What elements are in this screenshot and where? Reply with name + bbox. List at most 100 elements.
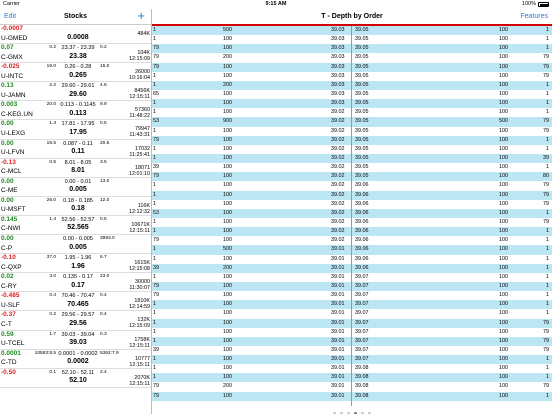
bid-count: 1: [153, 337, 156, 344]
stock-last-price: 52.10: [69, 377, 87, 385]
page-dot[interactable]: [333, 412, 336, 414]
stock-row[interactable]: 0.00 U-MSFT 26.0 0.18 - 0.185 12.0 0.18 116K 12…: [0, 197, 151, 216]
page-dot[interactable]: [368, 412, 371, 414]
depth-row: 1 100 39.01 39.06 100 1: [152, 255, 552, 264]
stock-last-price: 17.95: [69, 128, 87, 136]
stock-row[interactable]: 0.00 C-ME 0.00 - 0.01 13.0 0.005: [0, 178, 151, 197]
stock-row[interactable]: 0.0001 C-TD 10593:8.5 0.0001 - 0.0002 5362:7…: [0, 350, 151, 369]
page-dot[interactable]: [347, 412, 350, 414]
stock-time: 12:15:11: [129, 361, 150, 368]
bid-price: 39.02: [331, 209, 345, 216]
stock-bid-ask: 39.03 - 39.04: [61, 331, 95, 338]
stock-row[interactable]: 0.07 C-GMX 0.2 23.37 - 23.39 0.2 23.38 104K 12:…: [0, 44, 151, 64]
stock-ask-size: 6.7: [100, 255, 107, 261]
bid-price: 39.02: [331, 182, 345, 189]
ask-count: 1: [546, 365, 549, 372]
features-button[interactable]: Features: [520, 13, 548, 20]
bid-count: 1: [153, 182, 156, 189]
ask-qty: 100: [499, 328, 508, 335]
bid-qty: 100: [223, 136, 232, 143]
ask-count: 39: [543, 154, 549, 161]
depth-row: 1 100 39.03 39.05 100 79: [152, 72, 552, 81]
bid-price: 39.03: [331, 54, 345, 61]
bid-qty: 500: [223, 246, 232, 253]
bid-qty: 200: [223, 54, 232, 61]
stock-row[interactable]: 0.00 U-LEXG 1.3 17.81 - 17.95 0.5 17.95 79947 1…: [0, 120, 151, 140]
depth-row: 1 100 39.02 39.05 100 1: [152, 145, 552, 154]
stock-row[interactable]: -0.10 C-QXP 37.0 1.95 - 1.96 6.7 1.96 1615K 12:…: [0, 254, 151, 274]
stock-row[interactable]: -0.37 C-T 0.2 29.56 - 29.57 0.4 29.56 132K 12:1…: [0, 311, 151, 331]
bid-count: 1: [153, 374, 156, 381]
ask-count: 1: [546, 301, 549, 308]
stock-list[interactable]: -0.0007 U-GMED 0.0008 484K 0.07 C-GMX 0.2 23.37…: [0, 25, 151, 388]
ask-price: 39.05: [355, 63, 369, 70]
stock-row[interactable]: 0.02 C-RY 3.0 0.135 - 0.17 23.0 0.17 30000 11:3…: [0, 273, 151, 293]
ask-count: 1: [546, 273, 549, 280]
ask-count: 79: [543, 319, 549, 326]
bid-price: 39.01: [331, 365, 345, 372]
stock-row[interactable]: 0.145 C-NWI 1.4 52.56 - 52.57 0.5 52.565 10671…: [0, 216, 151, 236]
ask-price: 39.05: [355, 81, 369, 88]
bid-price: 39.01: [331, 356, 345, 363]
bid-price: 39.02: [331, 127, 345, 134]
bid-price: 39.03: [331, 27, 345, 33]
stock-row[interactable]: -0.50 0.1 52.10 - 52.11 2.4 52.10 2070K 12:15:…: [0, 369, 151, 388]
stock-change: 0.07: [1, 44, 14, 52]
ask-count: 1: [546, 81, 549, 88]
stock-row[interactable]: -0.0007 U-GMED 0.0008 484K: [0, 25, 151, 45]
stock-bid-ask: 0.113 - 0.1145: [60, 102, 96, 109]
stock-last-price: 0.0008: [67, 33, 89, 41]
bid-qty: 100: [223, 72, 232, 79]
bid-qty: 100: [223, 63, 232, 70]
stock-volume: 484K: [137, 31, 150, 37]
bid-count: 65: [153, 90, 159, 97]
stock-ask-size: 2.4: [100, 369, 107, 375]
bid-price: 39.02: [331, 191, 345, 198]
stock-row[interactable]: -0.485 U-SLF 0.4 70.46 - 70.47 0.4 70.465 1810…: [0, 292, 151, 312]
bid-count: 79: [153, 45, 159, 52]
stock-symbol: C-P: [1, 244, 13, 252]
stock-row[interactable]: 0.003 C-KEG.UN 20.0 0.113 - 0.1145 9.9 0.113 5…: [0, 101, 151, 121]
ask-qty: 100: [499, 200, 508, 207]
depth-row: 1 100 39.01 39.07 100 79: [152, 336, 552, 346]
stock-row[interactable]: -0.025 U-INTC 19.0 0.26 - 0.28 15.0 0.265 2600…: [0, 63, 151, 83]
bid-qty: 100: [223, 45, 232, 52]
stock-change: -0.50: [1, 368, 16, 376]
stock-last-price: 0.265: [69, 71, 87, 79]
page-control[interactable]: [152, 409, 552, 414]
page-dot[interactable]: [354, 412, 357, 414]
ask-count: 79: [543, 54, 549, 61]
stock-change: 0.00: [1, 120, 14, 128]
ask-qty: 100: [499, 383, 508, 390]
add-stock-button[interactable]: +: [137, 9, 145, 23]
stock-row[interactable]: 0.00 U-LFVN 19.5 0.087 - 0.11 20.5 0.11 17032 1…: [0, 140, 151, 159]
page-dot[interactable]: [361, 412, 364, 414]
ask-qty: 100: [499, 246, 508, 253]
ask-qty: 100: [499, 292, 508, 299]
bid-count: 1: [153, 356, 156, 363]
ask-count: 1: [546, 255, 549, 262]
page-dot[interactable]: [340, 412, 343, 414]
stock-bid-size: 1.3: [49, 121, 56, 127]
stock-row[interactable]: 0.00 C-P 0.00 - 0.005 3993.0 0.005: [0, 235, 151, 255]
ask-count: 79: [543, 118, 549, 125]
stock-row[interactable]: 0.13 U-JAMN 2.2 29.60 - 29.61 4.6 29.60 8456K 1…: [0, 82, 151, 102]
ask-qty: 100: [499, 54, 508, 61]
bid-qty: 100: [223, 374, 232, 381]
stock-last-price: 23.38: [69, 52, 87, 60]
depth-row: 39 200 39.01 39.06 100 1: [152, 263, 552, 273]
stock-bid-ask: 29.60 - 29.61: [61, 83, 95, 90]
bid-price: 39.02: [331, 200, 345, 207]
stock-symbol: C-T: [1, 320, 12, 328]
bid-count: 1: [153, 191, 156, 198]
stock-symbol: C-MCL: [1, 168, 22, 176]
ask-count: 80: [543, 173, 549, 180]
bid-count: 1: [153, 27, 156, 33]
stock-row[interactable]: 0.59 U-TCEL 1.7 39.03 - 39.04 0.3 39.03 1758K 1…: [0, 331, 151, 350]
bid-qty: 100: [223, 200, 232, 207]
depth-row: 1 100 39.02 39.06 100 1: [152, 227, 552, 237]
depth-table[interactable]: 1 500 39.03 39.05 100 1 1 100 39.03 39.05 100 1 79 10…: [152, 26, 552, 401]
depth-row: 1 100 39.01 39.07 100 79: [152, 318, 552, 328]
stock-row[interactable]: -0.13 C-MCL 0.5 8.01 - 8.05 3.5 8.01 18071 12:0…: [0, 159, 151, 178]
edit-button[interactable]: Edit: [4, 13, 17, 20]
